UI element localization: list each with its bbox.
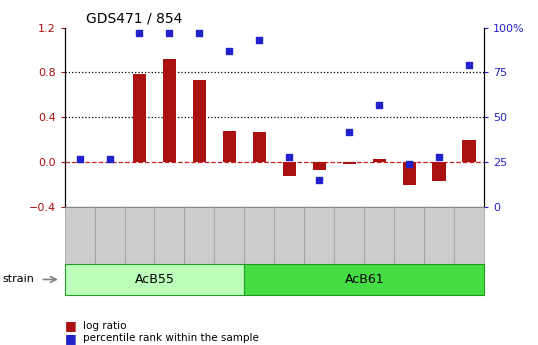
Point	[285, 154, 294, 159]
Bar	[372, 159, 386, 162]
Point	[225, 48, 233, 54]
Point	[255, 37, 264, 43]
Text: strain: strain	[3, 275, 34, 284]
Bar	[402, 162, 416, 185]
Point	[435, 154, 443, 159]
Bar	[253, 132, 266, 162]
Bar	[133, 73, 146, 162]
Point	[315, 177, 324, 183]
Point	[375, 102, 384, 108]
Bar	[223, 131, 236, 162]
Text: AcB61: AcB61	[344, 273, 384, 286]
Bar	[463, 140, 476, 162]
Point	[105, 156, 114, 161]
Point	[165, 30, 174, 36]
Point	[75, 156, 84, 161]
Text: ■: ■	[65, 332, 76, 345]
Bar	[282, 162, 296, 176]
Point	[465, 62, 473, 68]
Point	[195, 30, 204, 36]
Text: GDS471 / 854: GDS471 / 854	[86, 11, 182, 25]
Text: AcB55: AcB55	[134, 273, 174, 286]
Point	[135, 30, 144, 36]
Bar	[313, 162, 326, 170]
Point	[345, 129, 353, 135]
Text: ■: ■	[65, 319, 76, 333]
Bar	[193, 80, 206, 162]
Point	[405, 161, 414, 167]
Text: percentile rank within the sample: percentile rank within the sample	[83, 333, 259, 343]
Text: log ratio: log ratio	[83, 321, 127, 331]
Bar	[433, 162, 446, 181]
Bar	[343, 162, 356, 164]
Bar	[162, 59, 176, 162]
